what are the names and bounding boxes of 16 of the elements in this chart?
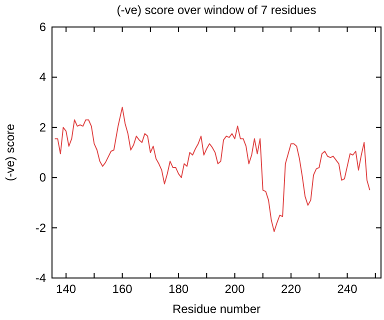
y-tick-label: -2: [35, 220, 46, 235]
chart-title: (-ve) score over window of 7 residues: [116, 3, 316, 17]
x-tick-label: 240: [337, 282, 358, 296]
x-tick-label: 140: [56, 282, 76, 296]
y-axis-title: (-ve) score: [3, 124, 17, 182]
line-series: [54, 106, 370, 232]
y-tick-label: 2: [39, 120, 46, 134]
y-tick-label: 4: [39, 70, 46, 84]
x-tick-label: 200: [224, 282, 246, 296]
x-tick-label: 220: [281, 282, 302, 296]
x-tick-label: 180: [168, 282, 189, 296]
y-tick-label: 6: [39, 20, 46, 34]
y-tick-label: -4: [35, 271, 46, 285]
x-tick-label: 160: [112, 282, 133, 296]
y-tick-label: 0: [39, 170, 46, 185]
x-axis-title: Residue number: [172, 302, 261, 316]
